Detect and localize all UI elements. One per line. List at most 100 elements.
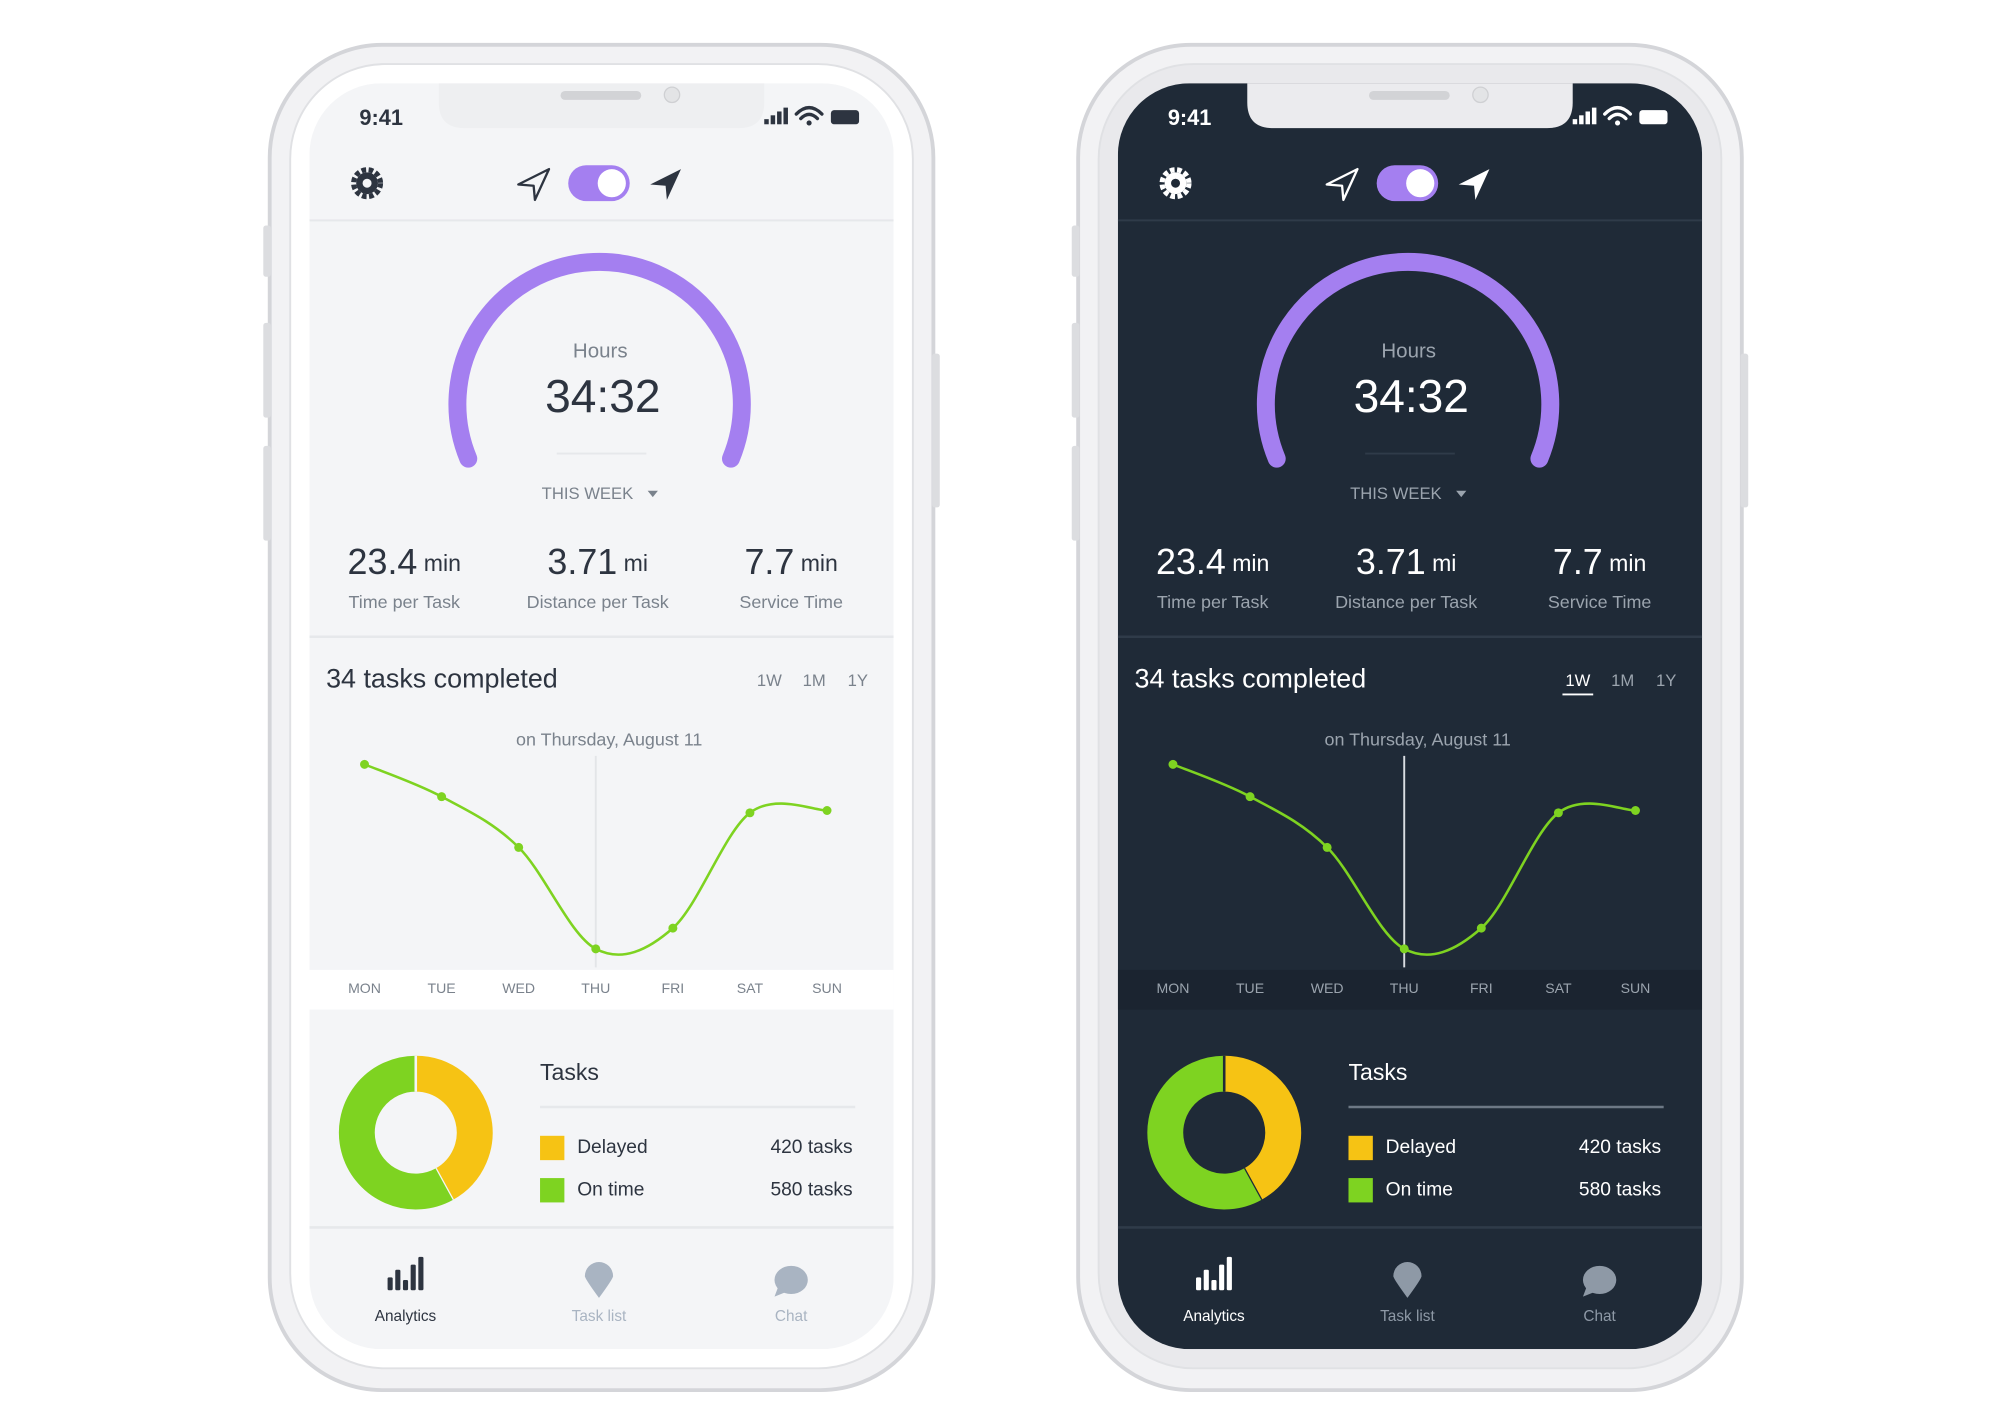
x-tick-label: FRI (662, 980, 685, 996)
analytics-icon-bar (387, 1277, 393, 1291)
stat-number: 23.4 (1156, 542, 1226, 582)
tab-label[interactable]: Analytics (1183, 1308, 1245, 1325)
line-point (668, 923, 678, 933)
line-point (1168, 759, 1178, 769)
x-tick-label: SUN (812, 980, 842, 996)
gear-teeth[interactable] (1159, 167, 1192, 200)
tab-label[interactable]: Chat (1583, 1308, 1616, 1325)
period-selector[interactable]: THIS WEEK (542, 484, 634, 503)
toggle-knob (597, 169, 626, 198)
x-tick-label: WED (1311, 980, 1344, 996)
dropdown-caret (1456, 490, 1467, 498)
range-tab[interactable]: 1W (757, 671, 782, 690)
chat-icon (774, 1265, 808, 1295)
period-selector[interactable]: THIS WEEK (1350, 484, 1442, 503)
signal-bar (770, 115, 776, 125)
donut-title: Tasks (540, 1059, 599, 1085)
legend-swatch (1348, 1135, 1373, 1161)
legend-swatch (540, 1178, 565, 1203)
line-point (437, 792, 447, 802)
stat-value: 7.7 min (1553, 542, 1646, 582)
x-tick-label: MON (348, 980, 381, 996)
range-tab[interactable]: 1M (1611, 671, 1634, 690)
stat-unit: min (1609, 550, 1646, 576)
line-point (360, 759, 369, 769)
notch (438, 83, 765, 129)
stat-label: Time per Task (348, 592, 460, 612)
status-time: 9:41 (1168, 105, 1212, 130)
screen-bg (309, 83, 894, 1350)
gear-hole (1171, 178, 1181, 188)
legend-label: Delayed (1386, 1137, 1456, 1158)
screen-bg (1117, 83, 1703, 1350)
tab-label[interactable]: Task list (572, 1308, 627, 1325)
range-tab[interactable]: 1Y (1656, 671, 1676, 690)
wifi-icon (1603, 105, 1633, 121)
legend-label: On time (577, 1179, 644, 1200)
legend-value: 580 tasks (770, 1179, 852, 1200)
x-tick-label: FRI (1470, 980, 1493, 996)
legend-value: 420 tasks (770, 1137, 852, 1158)
analytics-icon-bar (402, 1279, 409, 1291)
legend-swatch (1348, 1178, 1373, 1203)
stat-unit: mi (624, 550, 648, 576)
stat-value: 23.4 min (348, 542, 461, 582)
stat-label: Time per Task (1157, 592, 1269, 612)
status-time: 9:41 (359, 105, 403, 130)
chat-tail (774, 1286, 788, 1297)
dropdown-caret (647, 490, 658, 498)
stat-label: Service Time (739, 592, 843, 612)
analytics-icon-bar (410, 1264, 416, 1291)
stat-value: 3.71 mi (547, 542, 648, 582)
x-tick-label: SUN (1621, 980, 1651, 996)
stat-value: 23.4 min (1156, 542, 1269, 582)
x-tick-label: THU (1390, 980, 1419, 996)
chart-title: 34 tasks completed (326, 663, 558, 693)
wifi-dot (1614, 120, 1621, 126)
stat-value: 7.7 min (744, 542, 837, 582)
range-tab[interactable]: 1Y (848, 671, 868, 690)
stat-label: Distance per Task (527, 592, 669, 612)
tab-label[interactable]: Chat (775, 1308, 808, 1325)
side-button (263, 445, 271, 541)
line-point (591, 944, 601, 954)
analytics-icon-bar (1196, 1277, 1202, 1291)
camera (1472, 86, 1489, 104)
signal-bar (777, 111, 782, 125)
notch (1247, 83, 1573, 129)
side-button (932, 353, 940, 508)
camera (663, 86, 681, 104)
legend-label: On time (1386, 1179, 1453, 1200)
x-tick-label: TUE (428, 980, 456, 996)
pin-icon (584, 1262, 614, 1298)
tab-label[interactable]: Analytics (375, 1308, 437, 1325)
range-tab[interactable]: 1W (1565, 671, 1590, 690)
chat-icon (1582, 1265, 1617, 1295)
side-button (263, 225, 271, 277)
stat-unit: min (1232, 550, 1269, 576)
analytics-icon-bar (1203, 1269, 1209, 1291)
line-point (822, 806, 832, 815)
analytics-icon-bar (1219, 1264, 1225, 1291)
gauge-value: 34:32 (1354, 370, 1469, 422)
donut-segment (1223, 1055, 1302, 1200)
tab-label[interactable]: Task list (1380, 1308, 1435, 1325)
chart-annotation: on Thursday, August 11 (1325, 729, 1511, 749)
side-button (263, 322, 271, 418)
range-tab[interactable]: 1M (803, 671, 826, 690)
line-point (1245, 792, 1255, 802)
pin-icon (1393, 1262, 1422, 1298)
legend-label: Delayed (577, 1137, 647, 1158)
gear-hole (362, 178, 372, 188)
battery-icon (830, 110, 860, 125)
stat-label: Distance per Task (1335, 592, 1477, 612)
line-point (1322, 842, 1332, 852)
gauge-label: Hours (573, 340, 628, 363)
line-point (1476, 923, 1486, 933)
donut-title: Tasks (1348, 1059, 1407, 1085)
gear-teeth[interactable] (351, 167, 384, 200)
